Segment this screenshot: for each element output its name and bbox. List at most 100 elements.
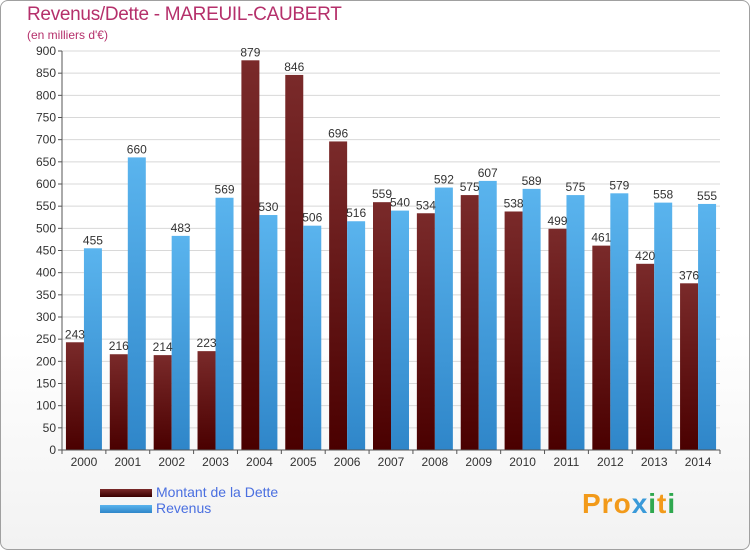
data-label-debt: 846	[284, 60, 304, 74]
bar-debt	[592, 245, 611, 450]
bar-debt	[329, 141, 348, 450]
x-tick-label: 2002	[158, 455, 185, 469]
data-label-debt: 534	[416, 198, 436, 212]
y-tick-label: 250	[36, 332, 56, 346]
y-tick-label: 800	[36, 88, 56, 102]
bar-debt	[241, 60, 260, 451]
bar-revenue	[215, 197, 234, 450]
x-tick-label: 2011	[554, 455, 580, 469]
x-tick-label: 2008	[422, 455, 449, 469]
y-tick-label: 50	[43, 421, 57, 435]
y-tick-label: 0	[49, 443, 56, 457]
data-label-debt: 538	[504, 196, 524, 210]
data-label-revenue: 592	[434, 173, 454, 187]
x-tick-label: 2014	[685, 455, 712, 469]
bar-debt	[460, 195, 479, 450]
y-tick-label: 900	[36, 44, 56, 58]
y-tick-label: 200	[36, 354, 56, 368]
chart-subtitle: (en milliers d'€)	[27, 28, 108, 42]
y-tick-label: 450	[36, 244, 56, 258]
bar-debt	[109, 354, 128, 450]
data-label-revenue: 483	[171, 221, 191, 235]
y-tick-label: 550	[36, 199, 56, 213]
x-tick-label: 2004	[246, 455, 273, 469]
bar-debt	[153, 355, 172, 450]
data-label-debt: 696	[328, 126, 348, 140]
data-label-revenue: 516	[346, 206, 366, 220]
bar-revenue	[522, 188, 541, 451]
data-label-debt: 214	[153, 340, 173, 354]
x-tick-label: 2010	[509, 455, 536, 469]
data-label-debt: 559	[372, 187, 392, 201]
bar-debt	[197, 351, 216, 450]
data-label-revenue: 558	[653, 188, 673, 202]
proxiti-logo: Proxiti	[582, 488, 676, 520]
data-label-revenue: 540	[390, 196, 410, 210]
data-label-revenue: 660	[127, 142, 147, 156]
bar-revenue	[127, 157, 146, 450]
x-tick-label: 2012	[597, 455, 624, 469]
legend-label-debt: Montant de la Dette	[156, 484, 279, 500]
data-label-revenue: 455	[83, 233, 103, 247]
legend-swatch-debt	[100, 489, 152, 497]
bar-revenue	[347, 221, 366, 450]
bar-debt	[504, 211, 523, 450]
data-label-debt: 879	[240, 45, 260, 59]
logo-part-x: x	[631, 488, 649, 519]
data-label-revenue: 575	[565, 180, 585, 194]
bar-revenue	[391, 210, 409, 450]
logo-part-i2: i	[667, 488, 677, 519]
bar-revenue	[478, 180, 497, 450]
data-label-debt: 216	[109, 339, 129, 353]
y-tick-label: 600	[36, 177, 56, 191]
data-label-revenue: 506	[302, 211, 322, 225]
y-tick-label: 850	[36, 66, 56, 80]
legend-swatch-revenue	[100, 505, 152, 513]
data-label-revenue: 607	[478, 166, 498, 180]
bar-revenue	[610, 193, 629, 450]
y-tick-label: 650	[36, 155, 56, 169]
logo-part-pro: Pro	[582, 488, 632, 519]
logo-part-i: i	[648, 488, 658, 519]
x-tick-label: 2003	[202, 455, 229, 469]
data-label-debt: 461	[591, 231, 611, 245]
x-tick-label: 2007	[378, 455, 405, 469]
data-label-revenue: 555	[697, 189, 717, 203]
x-tick-label: 2001	[114, 455, 141, 469]
y-tick-label: 350	[36, 288, 56, 302]
bar-debt	[65, 342, 84, 450]
bar-revenue	[698, 203, 717, 450]
x-tick-label: 2009	[465, 455, 492, 469]
data-label-debt: 499	[547, 214, 567, 228]
y-tick-label: 500	[36, 221, 56, 235]
logo-part-t: t	[657, 488, 668, 519]
bar-debt	[416, 213, 435, 450]
x-tick-label: 2013	[641, 455, 668, 469]
bar-revenue	[303, 225, 322, 450]
bar-revenue	[83, 248, 102, 450]
bar-revenue	[171, 235, 190, 450]
data-label-debt: 420	[635, 249, 655, 263]
y-axis: 0 50 100 150 200 250 300 350 400 450 500 550 600 650 7…	[36, 44, 63, 457]
data-label-revenue: 589	[522, 174, 542, 188]
y-tick-label: 750	[36, 111, 56, 125]
data-label-revenue: 569	[215, 183, 235, 197]
bar-debt	[636, 263, 655, 450]
data-label-debt: 376	[679, 268, 699, 282]
data-label-revenue: 530	[258, 200, 278, 214]
bar-revenue	[434, 187, 453, 450]
x-tick-label: 2005	[290, 455, 317, 469]
y-tick-label: 700	[36, 133, 56, 147]
data-label-debt: 575	[460, 180, 480, 194]
y-tick-label: 300	[36, 310, 56, 324]
bar-debt	[373, 202, 391, 450]
x-tick-label: 2000	[71, 455, 98, 469]
x-axis: 2000 2001 2002 2003 2004 2005 2006 2007 2008 2009…	[61, 449, 721, 469]
bar-debt	[285, 74, 304, 450]
bar-revenue	[566, 195, 585, 450]
bar-debt	[680, 283, 699, 450]
bar-debt	[548, 228, 567, 450]
bars: 243 455 216 660 214 483 223 569 879 530 846 506 696 5…	[65, 45, 717, 451]
y-tick-label: 100	[36, 399, 56, 413]
